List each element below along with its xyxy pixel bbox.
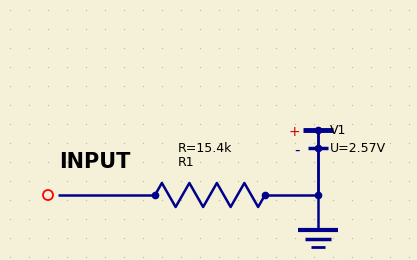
Text: R=15.4k: R=15.4k [178,141,232,154]
Text: R1: R1 [178,155,195,168]
Text: INPUT: INPUT [59,152,131,172]
Text: V1: V1 [330,124,347,136]
Text: U=2.57V: U=2.57V [330,141,386,154]
Text: -: - [294,142,300,158]
Text: +: + [289,125,300,139]
